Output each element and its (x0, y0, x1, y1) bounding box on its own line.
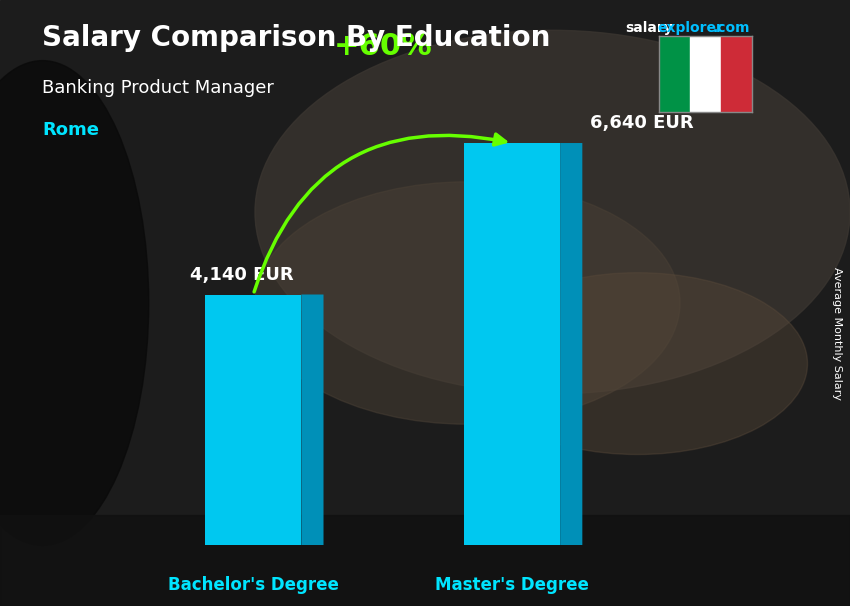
Text: 6,640 EUR: 6,640 EUR (590, 114, 694, 132)
Bar (0, 515, 850, 606)
Text: Rome: Rome (42, 121, 99, 139)
Bar (721, 36, 752, 112)
Polygon shape (301, 295, 324, 545)
Text: Salary Comparison By Education: Salary Comparison By Education (42, 24, 551, 52)
Bar (659, 36, 690, 112)
Ellipse shape (468, 273, 808, 454)
Polygon shape (205, 295, 301, 545)
Text: Bachelor's Degree: Bachelor's Degree (167, 576, 338, 594)
Text: +60%: +60% (333, 32, 432, 61)
Text: salary: salary (625, 21, 672, 35)
Text: 4,140 EUR: 4,140 EUR (190, 265, 294, 284)
Text: Average Monthly Salary: Average Monthly Salary (832, 267, 842, 400)
Text: Master's Degree: Master's Degree (435, 576, 589, 594)
Ellipse shape (255, 182, 680, 424)
Polygon shape (560, 143, 582, 545)
Ellipse shape (0, 61, 149, 545)
Polygon shape (464, 143, 560, 545)
Text: Banking Product Manager: Banking Product Manager (42, 79, 275, 97)
Bar (690, 36, 721, 112)
Text: explorer: explorer (657, 21, 722, 35)
Ellipse shape (255, 30, 850, 394)
Text: .com: .com (712, 21, 750, 35)
